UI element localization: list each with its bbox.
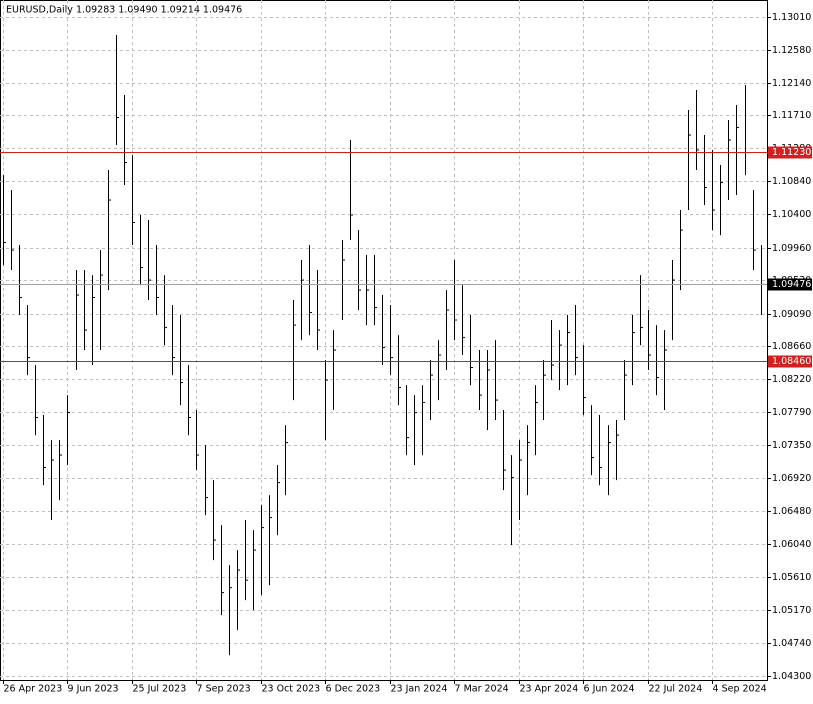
x-tick-label: 23 Jan 2024 xyxy=(391,684,448,695)
y-tick-label: 1.06040 xyxy=(772,539,811,550)
x-tick-label: 4 Sep 2024 xyxy=(713,684,767,695)
y-tick-label: 1.09960 xyxy=(772,243,811,254)
y-tick-label: 1.08660 xyxy=(772,341,811,352)
plot-frame xyxy=(0,0,768,681)
level-box xyxy=(768,355,812,368)
y-tick-label: 1.08220 xyxy=(772,374,811,385)
x-tick-label: 23 Oct 2023 xyxy=(262,684,321,695)
chart-title: EURUSD,Daily xyxy=(6,5,73,16)
y-tick-label: 1.04740 xyxy=(772,638,811,649)
y-tick-label: 1.11710 xyxy=(772,110,811,121)
chart-subtitle: 1.09283 1.09490 1.09214 1.09476 xyxy=(76,5,242,16)
y-tick-label: 1.13010 xyxy=(772,12,811,23)
x-tick-label: 26 Apr 2023 xyxy=(4,684,63,695)
level-box xyxy=(768,146,812,159)
y-tick-label: 1.05610 xyxy=(772,572,811,583)
x-tick-label: 25 Jul 2023 xyxy=(133,684,187,695)
x-tick-label: 9 Jun 2023 xyxy=(68,684,119,695)
x-tick-label: 23 Apr 2024 xyxy=(520,684,579,695)
y-tick-label: 1.09090 xyxy=(772,309,811,320)
y-tick-label: 1.10400 xyxy=(772,209,811,220)
y-tick-label: 1.07790 xyxy=(772,407,811,418)
x-tick-label: 7 Mar 2024 xyxy=(455,684,509,695)
y-tick-label: 1.10840 xyxy=(772,176,811,187)
y-tick-label: 1.04300 xyxy=(772,671,811,682)
y-tick-label: 1.12140 xyxy=(772,78,811,89)
current-price-label: 1.09476 xyxy=(772,279,811,290)
x-tick-label: 6 Jun 2024 xyxy=(584,684,635,695)
y-tick-label: 1.06480 xyxy=(772,506,811,517)
x-tick-label: 7 Sep 2023 xyxy=(197,684,251,695)
y-tick-label: 1.12580 xyxy=(772,45,811,56)
y-tick-label: 1.06920 xyxy=(772,473,811,484)
x-tick-label: 22 Jul 2024 xyxy=(649,684,703,695)
y-tick-label: 1.07350 xyxy=(772,440,811,451)
x-tick-label: 6 Dec 2023 xyxy=(326,684,381,695)
y-tick-label: 1.05170 xyxy=(772,605,811,616)
level-label: 1.11230 xyxy=(772,147,811,158)
level-label: 1.08460 xyxy=(772,356,811,367)
current-price-box xyxy=(768,278,812,291)
